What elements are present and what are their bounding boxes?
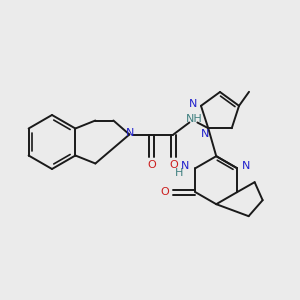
Text: N: N	[189, 99, 197, 109]
Text: O: O	[160, 187, 169, 197]
Text: N: N	[181, 161, 190, 171]
Text: N: N	[126, 128, 135, 137]
Text: H: H	[175, 168, 184, 178]
Text: O: O	[147, 160, 156, 170]
Text: O: O	[169, 160, 178, 170]
Text: NH: NH	[186, 115, 203, 124]
Text: N: N	[201, 129, 209, 139]
Text: N: N	[242, 161, 250, 171]
